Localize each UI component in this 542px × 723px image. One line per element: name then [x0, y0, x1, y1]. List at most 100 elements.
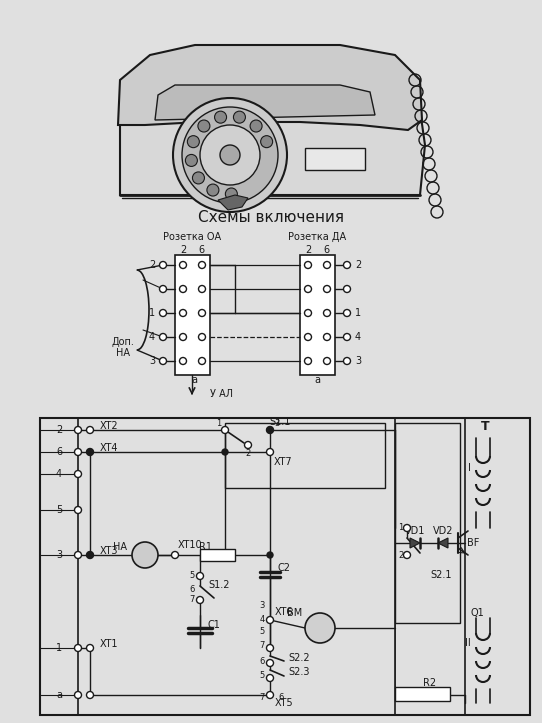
Text: 6: 6: [323, 245, 329, 255]
Circle shape: [192, 172, 204, 184]
Text: 4: 4: [56, 469, 62, 479]
Circle shape: [305, 333, 312, 341]
Circle shape: [215, 111, 227, 123]
Text: XT5: XT5: [275, 698, 294, 708]
Circle shape: [159, 262, 166, 268]
Text: 2: 2: [305, 245, 311, 255]
Circle shape: [267, 675, 274, 682]
Circle shape: [225, 188, 237, 200]
Text: 2: 2: [149, 260, 155, 270]
Text: 1: 1: [56, 643, 62, 653]
Polygon shape: [218, 195, 248, 210]
Circle shape: [344, 333, 351, 341]
Bar: [175, 255, 210, 375]
Circle shape: [200, 125, 260, 185]
Bar: [300, 255, 335, 375]
Circle shape: [173, 98, 287, 212]
Text: BM: BM: [287, 608, 302, 618]
Circle shape: [159, 357, 166, 364]
Circle shape: [324, 357, 331, 364]
Text: Доп.: Доп.: [112, 337, 134, 347]
Circle shape: [267, 617, 274, 623]
Circle shape: [198, 333, 205, 341]
Bar: [200, 549, 235, 561]
Circle shape: [188, 136, 199, 147]
Circle shape: [87, 449, 93, 455]
Circle shape: [87, 552, 93, 558]
Text: 3: 3: [56, 550, 62, 560]
Text: 2: 2: [355, 260, 362, 270]
Circle shape: [244, 442, 251, 448]
Circle shape: [207, 184, 219, 196]
Text: 7: 7: [260, 693, 265, 703]
Circle shape: [87, 427, 94, 434]
Circle shape: [198, 262, 205, 268]
Text: II: II: [465, 638, 471, 648]
Text: 4: 4: [260, 615, 265, 625]
Text: C2: C2: [278, 563, 291, 573]
Circle shape: [197, 596, 203, 604]
Text: 6: 6: [56, 447, 62, 457]
Text: C1: C1: [208, 620, 221, 630]
Circle shape: [222, 427, 229, 434]
Polygon shape: [120, 95, 425, 195]
Text: а: а: [56, 690, 62, 700]
Text: VD2: VD2: [433, 526, 453, 536]
Text: НА: НА: [113, 542, 127, 552]
Text: S2.3: S2.3: [288, 667, 309, 677]
Circle shape: [179, 309, 186, 317]
Text: 5: 5: [260, 628, 265, 636]
Circle shape: [198, 286, 205, 293]
Text: а: а: [191, 375, 197, 385]
Circle shape: [403, 524, 410, 531]
Text: Розетка ОА: Розетка ОА: [163, 232, 221, 242]
Bar: [395, 687, 450, 701]
Text: XT2: XT2: [100, 421, 119, 431]
Text: 2: 2: [246, 450, 250, 458]
Text: 3: 3: [274, 419, 279, 427]
Circle shape: [344, 309, 351, 317]
Text: 6: 6: [260, 657, 265, 667]
Circle shape: [159, 309, 166, 317]
Text: R2: R2: [423, 678, 436, 688]
Bar: [395, 423, 460, 623]
Text: XT1: XT1: [100, 639, 119, 649]
Circle shape: [185, 155, 197, 166]
Text: I: I: [468, 463, 471, 473]
Text: 5: 5: [56, 505, 62, 515]
Text: 1: 1: [355, 308, 361, 318]
Text: BF: BF: [467, 538, 479, 548]
Polygon shape: [155, 85, 375, 120]
Text: Розетка ДА: Розетка ДА: [288, 232, 346, 242]
Polygon shape: [438, 538, 448, 548]
Circle shape: [267, 552, 273, 558]
Text: S2.1: S2.1: [430, 570, 451, 580]
Circle shape: [324, 262, 331, 268]
Circle shape: [305, 309, 312, 317]
Circle shape: [179, 262, 186, 268]
Text: VD1: VD1: [405, 526, 425, 536]
Circle shape: [198, 357, 205, 364]
Text: XT4: XT4: [100, 443, 119, 453]
Text: S2.2: S2.2: [288, 653, 309, 663]
Circle shape: [87, 552, 94, 558]
Text: XT10: XT10: [178, 540, 203, 550]
Text: XT6: XT6: [275, 607, 294, 617]
Circle shape: [159, 333, 166, 341]
Circle shape: [222, 449, 228, 455]
Circle shape: [87, 448, 94, 455]
Text: 3: 3: [149, 356, 155, 366]
Circle shape: [74, 691, 81, 698]
Text: XT3: XT3: [100, 546, 119, 556]
Text: У АЛ: У АЛ: [210, 389, 233, 399]
Circle shape: [234, 111, 246, 123]
Text: 1: 1: [149, 308, 155, 318]
Circle shape: [267, 427, 273, 433]
Text: 2: 2: [180, 245, 186, 255]
Circle shape: [74, 507, 81, 513]
Text: 2: 2: [56, 425, 62, 435]
Circle shape: [198, 309, 205, 317]
Circle shape: [74, 471, 81, 477]
Circle shape: [87, 691, 94, 698]
Circle shape: [182, 107, 278, 203]
